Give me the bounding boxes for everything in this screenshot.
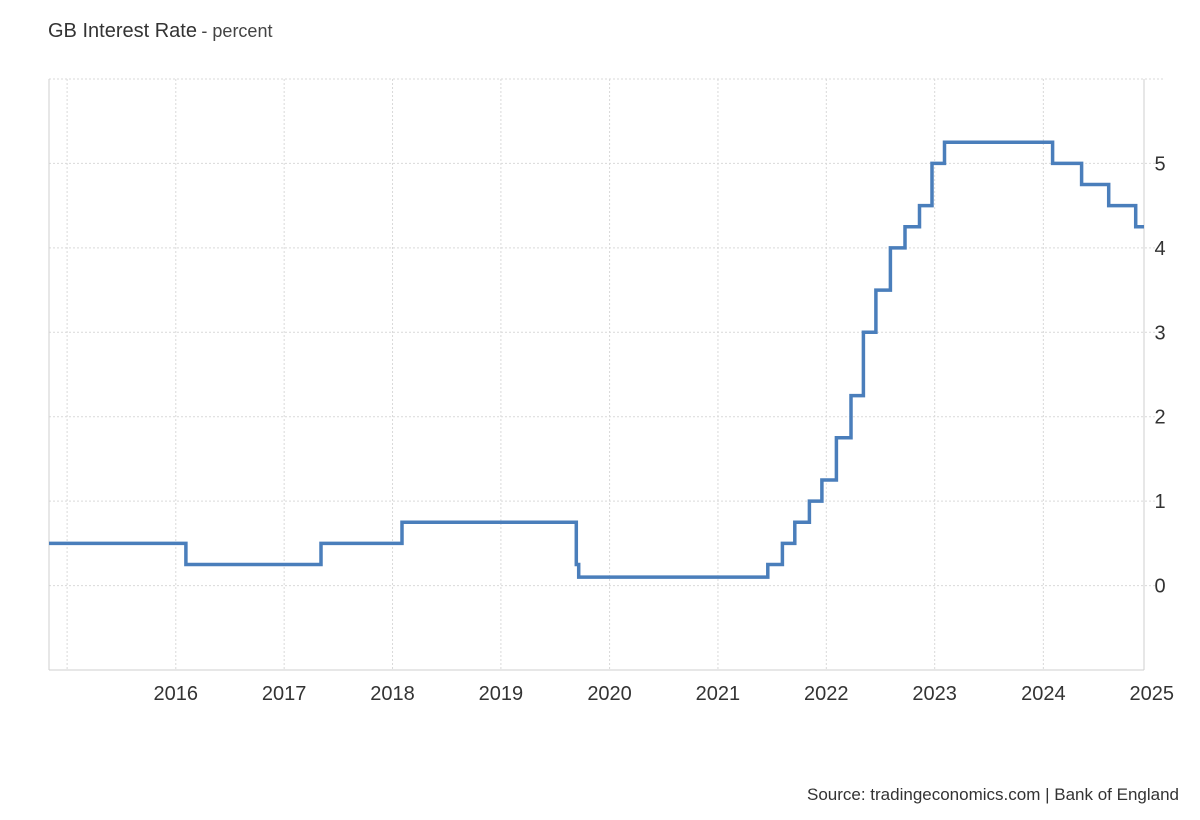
series-group xyxy=(49,140,1144,579)
y-tick-label: 3 xyxy=(1154,322,1165,344)
axes xyxy=(48,79,1145,671)
y-tick-label: 5 xyxy=(1154,153,1165,175)
y-tick-label: 2 xyxy=(1154,407,1165,429)
source-note: Source: tradingeconomics.com | Bank of E… xyxy=(806,785,1179,804)
chart-subtitle: - percent xyxy=(201,21,273,41)
series-line xyxy=(49,140,1144,579)
x-tick-label: 2025 xyxy=(1129,683,1174,705)
chart-title-row: GB Interest Rate - percent xyxy=(48,20,272,43)
grid-lines xyxy=(49,78,1164,670)
x-axis-ticks: 2016 2017 2018 2019 2020 2021 2022 2023 2024 2025 xyxy=(154,683,1174,705)
x-tick-label: 2016 xyxy=(154,683,199,705)
x-tick-label: 2023 xyxy=(912,683,957,705)
y-tick-label: 1 xyxy=(1154,491,1165,513)
x-tick-label: 2018 xyxy=(370,683,415,705)
x-tick-label: 2021 xyxy=(696,683,741,705)
y-tick-label: 4 xyxy=(1154,238,1165,260)
chart-title: GB Interest Rate xyxy=(48,20,197,42)
x-tick-label: 2019 xyxy=(479,683,524,705)
x-tick-label: 2022 xyxy=(804,683,849,705)
x-tick-label: 2017 xyxy=(262,683,307,705)
y-axis-ticks: 0 1 2 3 4 5 xyxy=(1154,153,1165,597)
y-tick-label: 0 xyxy=(1154,576,1165,598)
x-tick-label: 2024 xyxy=(1021,683,1066,705)
x-tick-label: 2020 xyxy=(587,683,632,705)
